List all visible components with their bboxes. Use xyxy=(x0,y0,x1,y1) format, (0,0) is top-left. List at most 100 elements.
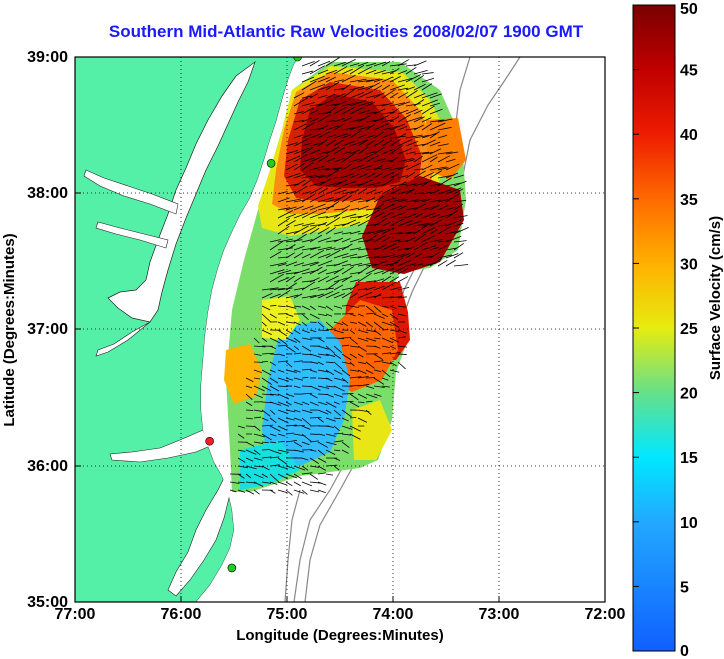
velocity-arrow xyxy=(357,369,367,374)
velocity-arrow xyxy=(397,148,412,155)
velocity-arrow xyxy=(285,163,298,171)
velocity-arrow xyxy=(301,294,317,299)
velocity-arrow xyxy=(309,203,326,211)
velocity-arrow xyxy=(413,170,426,179)
velocity-arrow xyxy=(349,164,365,171)
velocity-arrow xyxy=(373,164,384,171)
velocity-arrow xyxy=(341,195,353,203)
x-tick-label: 77:00 xyxy=(55,606,96,623)
velocity-arrow xyxy=(365,124,375,131)
velocity-arrow xyxy=(309,293,324,299)
velocity-arrow xyxy=(301,489,308,495)
velocity-arrow xyxy=(317,196,335,203)
velocity-arrow xyxy=(357,337,369,342)
velocity-arrow xyxy=(389,108,399,115)
velocity-arrow xyxy=(357,288,367,291)
velocity-arrow xyxy=(357,101,374,107)
velocity-arrow xyxy=(389,321,400,328)
velocity-arrow xyxy=(301,281,316,291)
velocity-arrow xyxy=(413,224,428,235)
velocity-arrow xyxy=(317,361,324,366)
velocity-arrow xyxy=(453,240,467,243)
velocity-arrow xyxy=(365,78,380,83)
colorbar-tick-label: 0 xyxy=(680,643,689,659)
velocity-arrow xyxy=(333,208,348,219)
velocity-arrow xyxy=(405,220,422,227)
velocity-arrow xyxy=(373,260,388,267)
velocity-arrow xyxy=(405,263,417,267)
velocity-arrow xyxy=(317,85,331,91)
velocity-arrow xyxy=(333,66,348,75)
velocity-arrow xyxy=(245,401,253,407)
velocity-arrow xyxy=(333,79,344,83)
velocity-arrow xyxy=(349,100,367,107)
velocity-arrow xyxy=(309,401,319,406)
velocity-arrow xyxy=(245,457,254,462)
velocity-arrow xyxy=(333,167,343,171)
velocity-arrow xyxy=(269,313,277,319)
velocity-arrow xyxy=(357,219,370,227)
velocity-arrow xyxy=(397,305,407,308)
velocity-arrow xyxy=(317,112,332,115)
velocity-arrow xyxy=(293,185,308,195)
colorbar-tick-label: 20 xyxy=(680,386,698,403)
velocity-arrow xyxy=(421,72,434,75)
velocity-arrow xyxy=(301,376,309,379)
velocity-arrow xyxy=(349,125,363,131)
velocity-arrow xyxy=(277,481,287,486)
velocity-arrow xyxy=(365,305,375,313)
velocity-arrow xyxy=(349,64,365,75)
velocity-arrow xyxy=(349,140,366,147)
velocity-arrow xyxy=(437,167,449,171)
velocity-arrow xyxy=(325,328,336,331)
velocity-arrow xyxy=(373,244,387,251)
velocity-arrow xyxy=(421,139,436,147)
velocity-arrow xyxy=(285,261,298,267)
velocity-arrow xyxy=(309,353,322,358)
velocity-arrow xyxy=(341,409,352,418)
velocity-arrow xyxy=(325,93,336,99)
velocity-arrow xyxy=(405,108,419,115)
velocity-arrow xyxy=(293,352,302,355)
velocity-arrow xyxy=(349,433,361,440)
velocity-arrow xyxy=(301,80,317,91)
velocity-arrow xyxy=(349,321,358,324)
velocity-arrow xyxy=(293,138,310,147)
velocity-arrow xyxy=(429,108,443,115)
velocity-arrow xyxy=(357,417,368,423)
james-river xyxy=(95,321,151,357)
velocity-arrow xyxy=(285,377,294,381)
velocity-arrow xyxy=(365,197,376,203)
velocity-arrow xyxy=(317,168,330,171)
velocity-arrow xyxy=(237,481,245,484)
velocity-arrow xyxy=(389,246,400,251)
colorbar-title: Surface Velocity (cm/s) xyxy=(707,216,724,380)
velocity-arrow xyxy=(405,140,419,147)
velocity-arrow xyxy=(269,262,287,267)
velocity-arrow xyxy=(293,110,305,115)
velocity-arrow xyxy=(365,182,381,187)
velocity-arrow xyxy=(381,89,396,99)
velocity-arrow xyxy=(253,353,262,356)
velocity-arrow xyxy=(317,155,329,163)
velocity-arrow xyxy=(325,69,338,75)
velocity-arrow xyxy=(269,473,280,483)
velocity-arrow xyxy=(389,102,405,107)
velocity-arrow xyxy=(245,489,255,495)
velocity-arrow xyxy=(277,210,294,219)
velocity-arrow xyxy=(333,369,343,375)
velocity-arrow xyxy=(237,489,246,493)
velocity-arrow xyxy=(309,93,319,99)
velocity-arrow xyxy=(453,215,468,219)
velocity-arrow xyxy=(317,465,326,471)
velocity-arrow xyxy=(325,201,340,211)
velocity-arrow xyxy=(325,139,337,147)
velocity-arrow xyxy=(333,377,346,382)
velocity-arrow xyxy=(285,393,295,398)
velocity-arrow xyxy=(285,155,301,163)
velocity-arrow xyxy=(317,60,331,67)
velocity-arrow xyxy=(277,269,292,275)
velocity-arrow xyxy=(389,173,400,179)
velocity-arrow xyxy=(373,92,385,99)
